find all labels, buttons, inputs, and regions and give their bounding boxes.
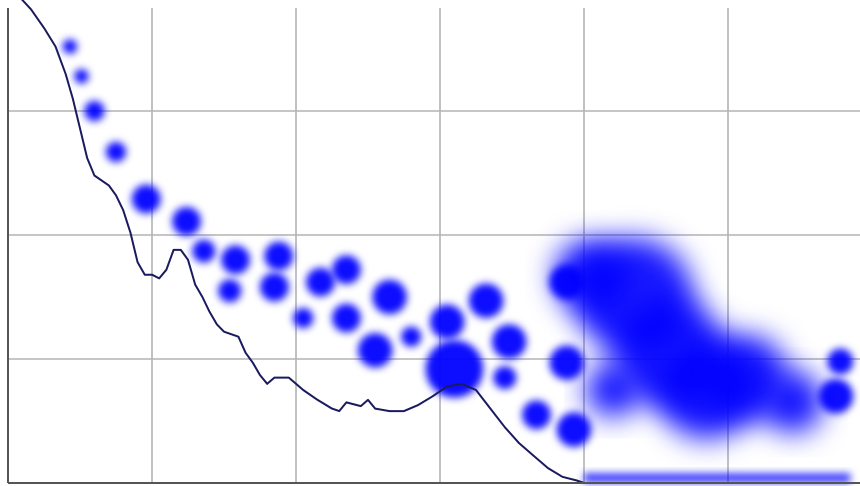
axes: [7, 8, 860, 484]
data-point: [818, 378, 854, 414]
data-point: [425, 340, 484, 398]
data-point: [491, 324, 527, 359]
data-point: [585, 363, 640, 417]
data-point: [172, 206, 201, 236]
data-point: [306, 267, 335, 297]
data-point: [827, 348, 854, 375]
data-point: [218, 279, 242, 303]
data-point: [357, 333, 393, 368]
data-point: [260, 272, 289, 302]
data-point: [192, 239, 216, 263]
data-point: [401, 326, 422, 347]
data-points: [62, 39, 854, 483]
data-point: [264, 241, 294, 271]
data-point: [131, 184, 161, 214]
data-point: [556, 412, 592, 447]
data-point: [584, 473, 851, 483]
data-point: [549, 345, 584, 380]
data-point: [493, 366, 517, 390]
data-point: [62, 39, 78, 54]
data-point: [372, 279, 407, 315]
data-point: [84, 100, 105, 122]
data-point: [522, 400, 551, 430]
data-point: [293, 308, 314, 329]
data-point: [332, 255, 361, 285]
data-point: [468, 283, 504, 318]
data-point: [74, 69, 89, 84]
data-point: [332, 303, 361, 333]
data-point: [105, 141, 127, 162]
trend-line: [21, 0, 860, 484]
trend-line-layer: [21, 0, 860, 484]
data-point: [762, 371, 824, 433]
data-point: [429, 304, 465, 340]
data-point: [221, 245, 250, 275]
